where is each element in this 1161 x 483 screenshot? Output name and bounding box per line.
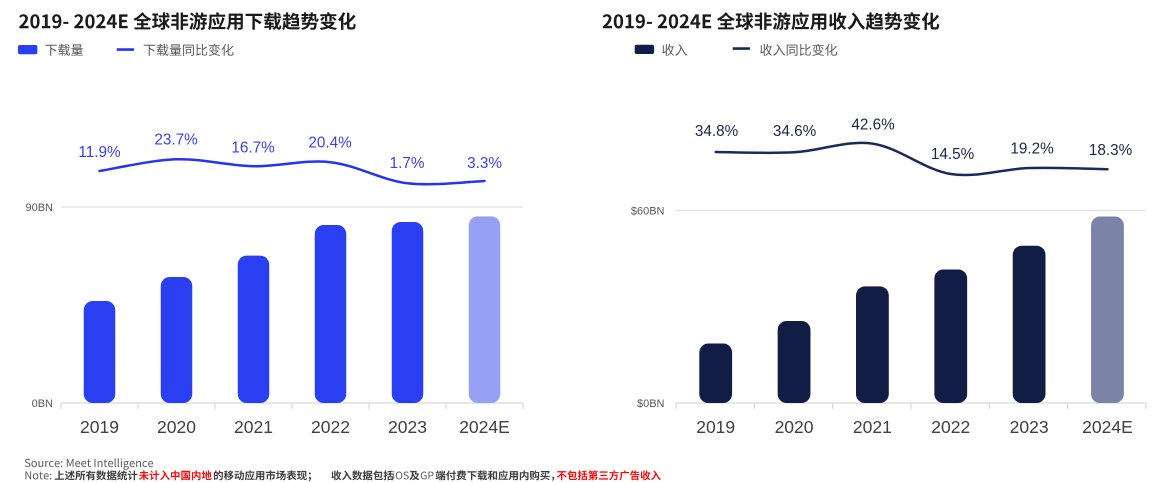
svg-text:23.7%: 23.7% [154, 132, 198, 149]
svg-text:2023: 2023 [388, 417, 427, 437]
svg-text:2023: 2023 [1010, 417, 1049, 437]
svg-text:2022: 2022 [931, 417, 970, 437]
svg-text:3.3%: 3.3% [467, 155, 502, 172]
svg-text:2019: 2019 [80, 417, 119, 437]
svg-text:0BN: 0BN [32, 398, 53, 410]
svg-text:19.2%: 19.2% [1010, 140, 1054, 157]
svg-text:11.9%: 11.9% [78, 144, 121, 161]
svg-text:2022: 2022 [311, 417, 350, 437]
svg-text:1.7%: 1.7% [390, 155, 425, 172]
svg-text:$60BN: $60BN [631, 206, 665, 218]
svg-text:34.8%: 34.8% [695, 123, 739, 140]
svg-text:2024E: 2024E [1082, 417, 1133, 437]
svg-text:2020: 2020 [157, 417, 196, 437]
svg-text:$0BN: $0BN [637, 398, 665, 410]
svg-text:2019: 2019 [696, 417, 735, 437]
svg-text:16.7%: 16.7% [231, 140, 275, 157]
svg-text:18.3%: 18.3% [1089, 142, 1133, 159]
svg-text:2021: 2021 [234, 417, 273, 437]
svg-text:14.5%: 14.5% [931, 146, 975, 163]
svg-text:34.6%: 34.6% [773, 123, 817, 140]
svg-text:2020: 2020 [775, 417, 814, 437]
svg-text:42.6%: 42.6% [851, 117, 895, 134]
svg-text:20.4%: 20.4% [308, 135, 352, 152]
svg-text:2024E: 2024E [459, 417, 510, 437]
svg-text:90BN: 90BN [25, 202, 53, 214]
svg-text:2021: 2021 [853, 417, 892, 437]
